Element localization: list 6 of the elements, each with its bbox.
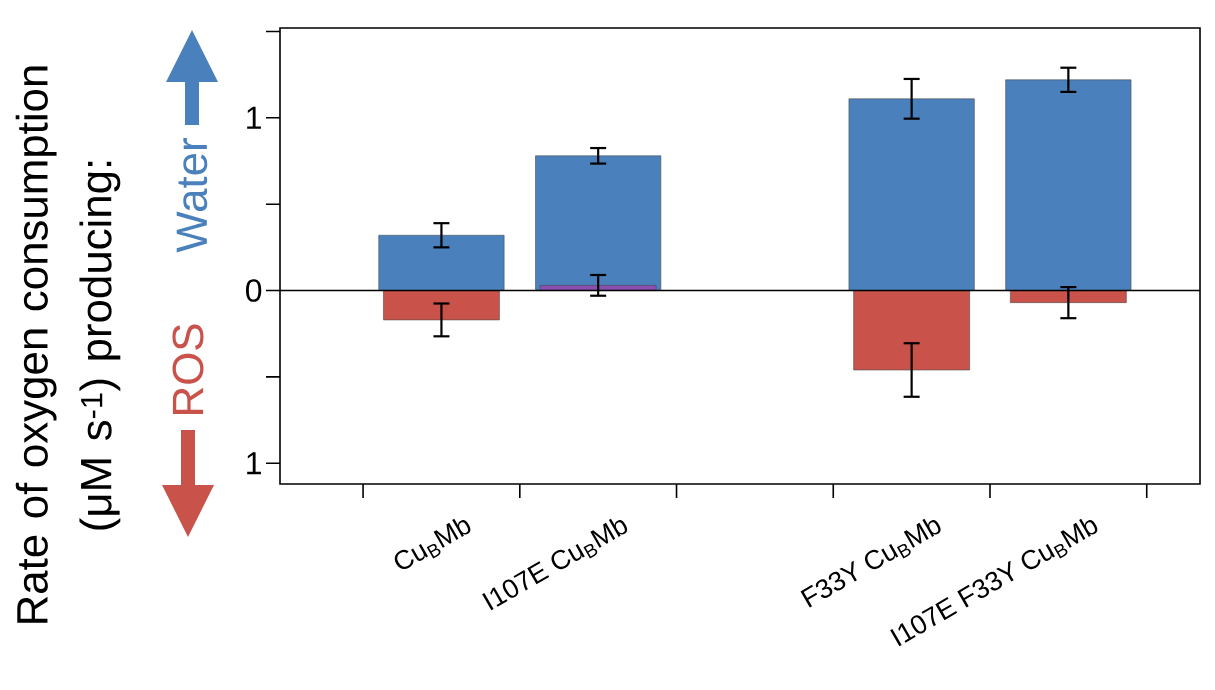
legend-label: Water <box>176 138 208 253</box>
text: ROS <box>172 324 204 414</box>
x-tick-label: Cu$_{B}$Mb <box>394 518 471 570</box>
y-tick-label: 1 <box>247 106 261 129</box>
y-tick-label: 1 <box>247 452 261 475</box>
y-tick-label: 0 <box>246 279 262 302</box>
